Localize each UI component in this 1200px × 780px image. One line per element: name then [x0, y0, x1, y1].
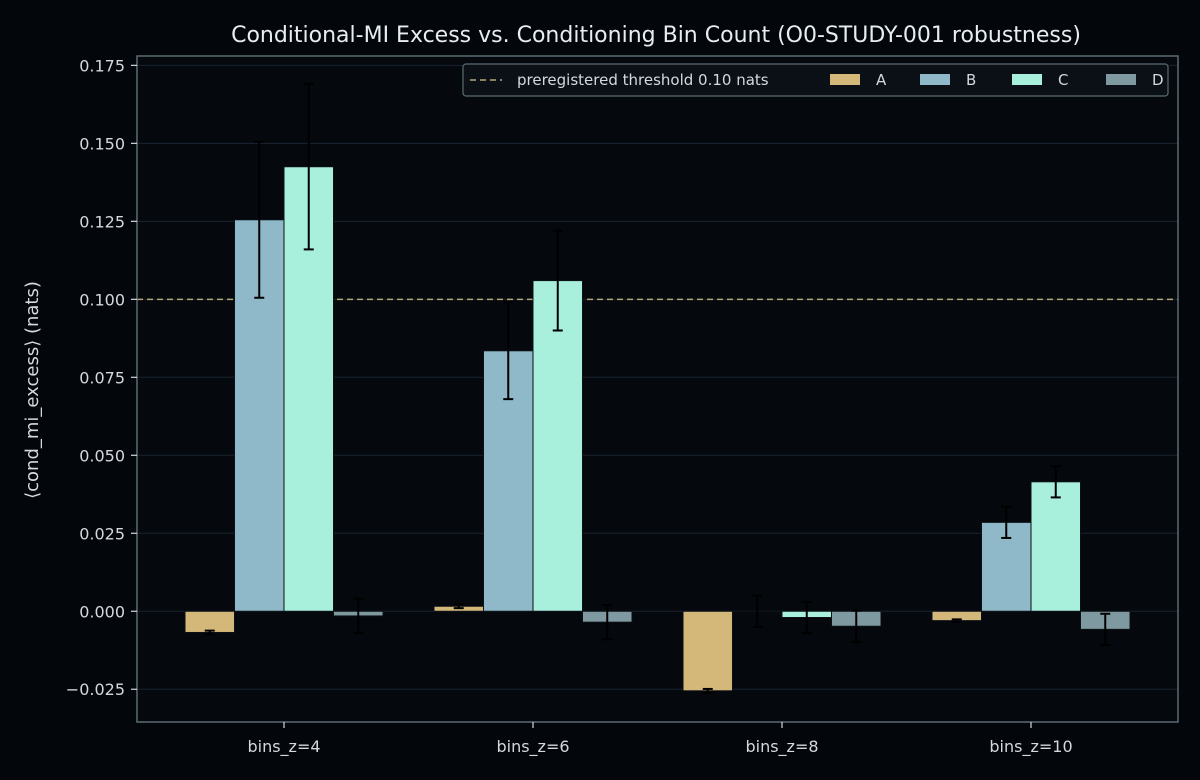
legend-threshold-label: preregistered threshold 0.10 nats: [517, 71, 769, 89]
chart-title: Conditional-MI Excess vs. Conditioning B…: [231, 23, 1081, 48]
bar-C-4: [1030, 481, 1081, 612]
bar-B-1: [234, 219, 285, 612]
plot-frame: [136, 55, 1179, 723]
legend: preregistered threshold 0.10 nats A B C D: [462, 63, 1169, 97]
y-tick-label: −0.025: [66, 680, 125, 699]
x-tick-label: bins_z=6: [496, 737, 569, 757]
x-axis: bins_z=4 bins_z=6 bins_z=8 bins_z=10: [247, 722, 1073, 757]
x-tick-label: bins_z=10: [989, 737, 1072, 757]
legend-swatch-D: [1106, 74, 1136, 85]
legend-label-A: A: [876, 71, 887, 89]
bars: [184, 166, 1131, 692]
y-tick-label: 0.100: [79, 290, 125, 309]
legend-box: [462, 63, 1169, 97]
x-tick-label: bins_z=4: [247, 737, 320, 757]
y-tick-label: 0.175: [79, 56, 125, 75]
y-tick-label: 0.075: [79, 368, 125, 387]
legend-swatch-A: [830, 74, 860, 85]
y-tick-label: 0.050: [79, 446, 125, 465]
legend-swatch-C: [1012, 74, 1042, 85]
legend-label-B: B: [966, 71, 976, 89]
bar-A-3: [682, 610, 733, 692]
y-axis: −0.025 0.000 0.025 0.050 0.075 0.100 0.125 0.15…: [66, 56, 137, 699]
y-tick-label: 0.025: [79, 524, 125, 543]
y-axis-label: ⟨cond_mi_excess⟩ (nats): [22, 281, 43, 499]
legend-label-D: D: [1152, 71, 1164, 89]
legend-swatch-B: [920, 74, 950, 85]
x-tick-label: bins_z=8: [745, 737, 818, 757]
error-bars: [204, 83, 1111, 694]
y-tick-label: 0.150: [79, 134, 125, 153]
y-tick-label: 0.000: [79, 602, 125, 621]
bar-A-1: [184, 610, 235, 633]
y-tick-label: 0.125: [79, 212, 125, 231]
legend-label-C: C: [1058, 71, 1068, 89]
